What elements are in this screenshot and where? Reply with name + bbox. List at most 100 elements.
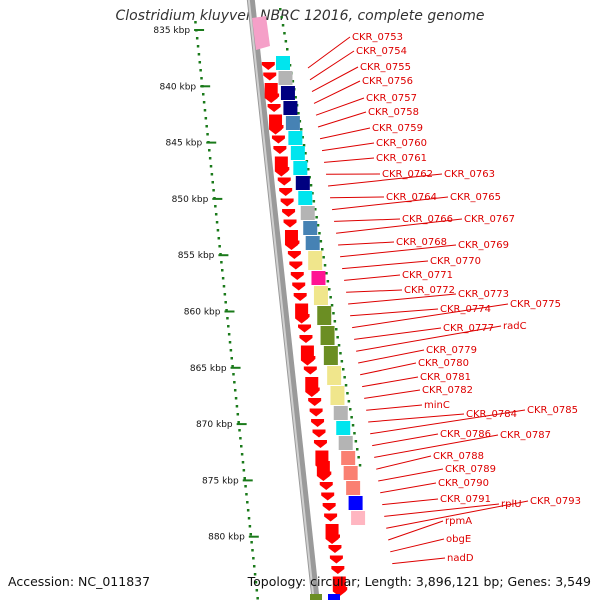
ruler-dot [300, 128, 303, 131]
ruler-dot [312, 200, 316, 203]
ruler-dot [250, 541, 253, 544]
ruler-dot [319, 240, 323, 243]
ruler-dot [240, 453, 244, 456]
ruler-dot [221, 277, 225, 280]
gene-connector [317, 111, 367, 128]
gene-connector [366, 404, 423, 411]
ruler-dot [194, 21, 197, 24]
ruler-dot [236, 413, 240, 416]
ruler-dot [346, 392, 349, 395]
gene-label: CKR_0789 [445, 464, 496, 475]
gene-connector [392, 557, 446, 565]
scale-tick-label: 860 kbp [184, 308, 221, 318]
gene-connector [354, 327, 442, 340]
gene-label-group: CKR_0753 CKR_0754 CKR_0755 CKR_0756 CKR_0757… [307, 32, 581, 565]
ruler-dot [323, 264, 327, 267]
ruler-dot [197, 53, 201, 56]
cog-block [290, 146, 305, 160]
cog-block [305, 236, 320, 250]
cds-arrow [331, 566, 345, 574]
ruler-dot [284, 40, 288, 43]
ruler-dot [280, 16, 283, 19]
ruler-dot [211, 181, 214, 184]
gene-connector [350, 308, 439, 317]
gene-label: CKR_0757 [366, 93, 417, 104]
cog-block [295, 176, 310, 190]
ruler-dot [208, 157, 212, 160]
gene-label: minC [424, 400, 450, 411]
ruler-dot [240, 445, 243, 448]
cds-track [261, 62, 348, 597]
cog-block [278, 71, 293, 85]
cog-block [317, 306, 332, 325]
cds-arrow [306, 387, 320, 396]
cds-arrow [282, 209, 296, 217]
ruler-dot [339, 352, 342, 355]
gene-label: CKR_0773 [458, 289, 509, 300]
ruler-dot [321, 248, 324, 251]
gene-label: CKR_0762 [382, 169, 433, 180]
ruler-dot [205, 125, 208, 128]
ruler-dot [353, 432, 356, 435]
cds-arrow [293, 293, 307, 301]
cds-arrow [270, 125, 284, 133]
gene-label: rpmA [445, 516, 472, 527]
cog-block [298, 191, 313, 205]
ruler-dot [307, 168, 310, 171]
gene-label: CKR_0768 [396, 237, 447, 248]
cds-arrow [321, 492, 335, 501]
gene-label: CKR_0754 [356, 46, 407, 57]
cds-arrow [309, 408, 323, 417]
cds-arrow [296, 314, 310, 322]
cds-arrow [261, 62, 275, 70]
gene-connector [384, 503, 500, 517]
ruler-dot [223, 293, 227, 296]
gene-connector [313, 80, 361, 104]
ruler-dot [358, 464, 362, 467]
cds-arrow [277, 177, 291, 186]
ruler-dot [297, 112, 300, 115]
ruler-dot [220, 261, 223, 264]
ruler-dot [326, 280, 330, 283]
cog-block [276, 56, 290, 70]
gene-label: CKR_0781 [420, 372, 471, 383]
gene-connector [390, 538, 445, 553]
gene-label: CKR_0784 [466, 409, 517, 420]
ruler-dot [279, 8, 282, 11]
ruler-dot [214, 213, 218, 216]
ruler-dot [254, 581, 258, 584]
cog-block [338, 436, 353, 450]
ruler-dot [330, 304, 334, 307]
scale-tick-label: 855 kbp [178, 251, 215, 261]
ruler-dot [252, 557, 255, 560]
ruler-dot [286, 48, 289, 51]
ruler-dot [231, 365, 234, 368]
gene-connector [340, 244, 457, 258]
cds-arrow [318, 471, 332, 480]
cds-arrow [276, 167, 290, 175]
gene-label: CKR_0775 [510, 299, 561, 310]
cog-block [285, 116, 300, 130]
ruler-dot [342, 368, 345, 371]
cog-block [300, 206, 315, 220]
cog-block [336, 421, 351, 435]
ruler-dot [228, 341, 232, 344]
gene-label: CKR_0772 [404, 285, 455, 296]
gene-connector [368, 413, 465, 423]
cog-block [328, 594, 340, 600]
ruler-dot [350, 416, 353, 419]
cds-arrow [327, 534, 341, 543]
cog-block [320, 326, 335, 345]
ruler-dot [245, 493, 248, 496]
gene-connector [386, 500, 529, 529]
cds-arrow [267, 104, 281, 112]
cds-arrow [292, 282, 306, 291]
cog-block [311, 271, 326, 285]
scale-tick-label: 835 kbp [153, 26, 190, 36]
ruler-dot [336, 336, 339, 339]
gene-label: radC [503, 321, 527, 332]
gene-label: CKR_0763 [444, 169, 495, 180]
ruler-dot [200, 77, 203, 80]
gene-connector [382, 498, 439, 506]
